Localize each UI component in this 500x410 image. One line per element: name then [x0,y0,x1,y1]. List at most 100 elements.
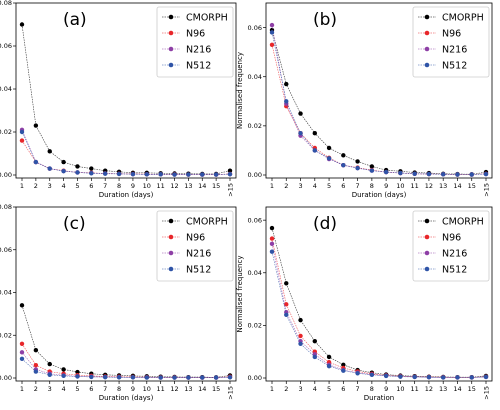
data-point-cmorph [61,159,66,165]
data-point-n512 [269,30,275,35]
data-point-cmorph [33,348,39,353]
x-tick-label: 9 [384,182,388,190]
data-point-n512 [186,375,191,380]
x-tick-label: >15 [483,386,491,400]
data-point-n512 [383,169,389,175]
data-point-cmorph [355,159,360,164]
legend-label-n216: N216 [442,249,467,260]
x-axis-label: Duration (days) [99,191,154,199]
x-tick-label: 6 [341,385,345,393]
data-point-cmorph [75,369,80,375]
x-tick-label: 11 [411,385,419,393]
data-point-cmorph [269,225,275,231]
legend-label-cmorph: CMORPH [186,217,228,228]
data-point-n512 [355,165,360,171]
y-tick-label: 0.02 [248,322,262,330]
x-tick-label: 15 [212,182,220,190]
legend-label-n96: N96 [186,29,205,40]
x-tick-label: 1 [20,182,24,190]
x-tick-label: 10 [143,182,151,190]
x-tick-label: 2 [284,385,288,393]
y-tick-label: 0.02 [0,128,12,136]
data-point-n512 [483,171,489,177]
series-line-n96 [21,343,231,378]
legend-marker [424,14,430,20]
x-tick-label: 12 [425,385,433,393]
data-point-cmorph [326,145,332,151]
x-tick-label: 11 [157,182,165,190]
legend-marker [424,62,430,68]
y-tick-label: 0.06 [0,246,12,254]
series-line-n216 [21,129,231,175]
series-line-n96 [21,140,231,175]
legend-marker [424,234,430,240]
data-point-n512 [19,129,25,135]
series-line-n216 [271,243,487,378]
x-tick-label: 14 [453,182,461,190]
y-axis-label: Normalised frequency [236,255,244,332]
panel-a: 0.000.020.040.060.0812345678910111213141… [0,0,237,199]
data-point-n512 [116,375,122,380]
legend-box [156,210,234,282]
y-tick-label: 0.00 [248,374,262,382]
legend: CMORPH N96 N216 N512 [412,210,490,282]
y-tick-label: 0.06 [248,216,262,224]
data-point-n512 [158,172,163,177]
x-tick-label: 5 [75,182,79,190]
data-point-n512 [200,172,205,177]
data-point-n512 [341,368,346,373]
legend-box [412,6,490,78]
data-point-cmorph [47,361,52,367]
x-tick-label: 10 [396,385,404,393]
data-point-n512 [483,374,489,380]
data-point-n512 [75,374,80,379]
y-tick-label: 0.00 [0,374,12,382]
legend-marker [168,218,174,224]
series-line-n96 [271,238,487,378]
data-point-cmorph [284,81,289,87]
legend-label-cmorph: CMORPH [186,13,228,24]
data-point-n512 [61,373,66,379]
x-tick-label: 8 [117,385,121,393]
legend-marker [168,62,174,68]
x-tick-label: 14 [453,385,461,393]
x-tick-label: 7 [356,385,360,393]
series-line-cmorph [271,29,487,175]
x-tick-label: 2 [34,182,38,190]
data-point-n512 [426,171,432,177]
legend-label-n216: N216 [186,249,211,260]
data-point-cmorph [19,303,25,308]
legend-label-cmorph: CMORPH [442,217,484,228]
x-tick-label: 12 [425,182,433,190]
data-point-n512 [172,375,177,380]
x-tick-label: 6 [341,182,345,190]
legend-marker [168,250,174,256]
legend-label-n96: N96 [186,233,205,244]
x-tick-label: 8 [117,182,121,190]
data-point-n512 [284,99,289,104]
data-point-cmorph [75,164,80,169]
legend-marker [168,234,174,240]
data-point-cmorph [341,153,346,158]
y-tick-label: 0.04 [0,85,12,93]
legend-marker [168,14,174,20]
x-tick-label: 9 [384,385,388,393]
data-point-n512 [200,375,205,380]
legend-marker [168,266,174,272]
panel-label: (b) [313,10,337,30]
x-tick-label: 11 [411,182,419,190]
data-point-cmorph [47,149,52,154]
data-point-cmorph [61,367,66,372]
series-line-n512 [271,251,487,378]
series-line-cmorph [271,227,487,378]
x-tick-label: 4 [62,385,66,393]
legend-marker [168,30,174,36]
legend-label-n512: N512 [442,61,467,72]
series-line-cmorph [21,305,231,378]
x-tick-label: 13 [439,182,447,190]
plot-frame [265,206,493,382]
x-axis-label: Duration (days) [99,394,154,402]
series-line-n512 [21,358,231,378]
data-point-n512 [33,369,39,374]
legend-marker [424,46,430,52]
